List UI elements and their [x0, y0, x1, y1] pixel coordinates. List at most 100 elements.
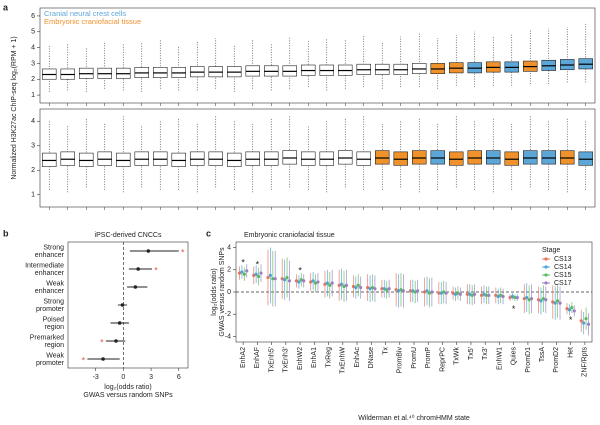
- point: [294, 279, 299, 283]
- box: [393, 151, 408, 166]
- point: [273, 277, 277, 281]
- point: [313, 281, 318, 285]
- point: [256, 274, 261, 279]
- point: [311, 279, 315, 283]
- point: [468, 292, 472, 296]
- category-label: Strong enhancer: [35, 244, 65, 259]
- legend-label: CS15: [554, 272, 572, 279]
- significance-star: *: [256, 260, 260, 270]
- point: [120, 303, 125, 307]
- legend-label: Cranial neural crest cells: [44, 9, 126, 18]
- y-tick-label: -2: [225, 311, 231, 318]
- point: [544, 298, 548, 302]
- point: [366, 285, 370, 290]
- point: [482, 292, 486, 296]
- y-tick-label: 4: [31, 118, 35, 125]
- point: [101, 357, 105, 361]
- point: [527, 298, 531, 302]
- x-tick-label: Het: [567, 347, 574, 358]
- box: [356, 151, 371, 166]
- point: [425, 289, 429, 293]
- point: [508, 295, 512, 300]
- box: [79, 152, 94, 167]
- box: [153, 151, 168, 166]
- category-line: region: [45, 324, 65, 331]
- category-line: promoter: [36, 360, 65, 367]
- point: [496, 294, 500, 299]
- point: [470, 293, 474, 297]
- category-line: Strong: [43, 244, 64, 251]
- significance-star: *: [154, 265, 158, 275]
- box: [319, 151, 334, 166]
- x-tick-label: -3: [93, 374, 99, 381]
- panel-label: b: [3, 228, 9, 238]
- x-tick-label: Tx3': [482, 347, 489, 360]
- legend-label: CS17: [554, 280, 572, 287]
- x-tick-label: ZNF/Rpts: [582, 347, 589, 377]
- y-tick-label: 0: [227, 289, 231, 296]
- point: [297, 280, 301, 284]
- box: [449, 151, 464, 166]
- significance-star: *: [241, 257, 245, 267]
- point: [316, 280, 320, 284]
- legend-swatch: [544, 273, 548, 277]
- x-tick-label: Tx5': [468, 347, 475, 360]
- x-axis-label: log₂(odds ratio): [104, 384, 151, 391]
- category-label: Weak enhancer: [35, 280, 65, 295]
- x-axis-label: GWAS versus random SNPs: [83, 392, 173, 399]
- significance-star: *: [181, 247, 185, 257]
- box: [578, 151, 593, 166]
- y-tick-label: 2: [31, 167, 35, 174]
- x-tick-label: Tx: [382, 347, 389, 355]
- x-axis-label: Wilderman et al.⁴⁰ chromHMM state: [358, 414, 470, 422]
- x-tick-label: EnhW2: [297, 347, 304, 370]
- x-tick-label: EnhA2: [240, 347, 247, 368]
- point: [416, 289, 420, 293]
- point: [354, 285, 358, 290]
- point: [342, 284, 346, 289]
- category-line: enhancer: [35, 252, 65, 259]
- category-label: Weak promoter: [36, 352, 65, 367]
- box: [467, 150, 482, 165]
- panel-label: a: [3, 2, 9, 12]
- panel-label: c: [206, 228, 211, 238]
- y-axis-label: GWAS versus random SNPs: [219, 247, 226, 337]
- point: [328, 283, 332, 287]
- category-label: Strong promoter: [36, 298, 65, 313]
- point: [584, 317, 588, 321]
- point: [453, 292, 458, 296]
- box: [134, 151, 149, 166]
- point: [553, 301, 557, 305]
- point: [582, 321, 586, 325]
- x-tick-label: 6: [177, 374, 181, 381]
- point: [259, 271, 263, 275]
- x-tick-label: EnhAc: [354, 347, 361, 368]
- x-tick-label: EnhAF: [254, 347, 261, 368]
- y-tick-label: 4: [31, 44, 35, 51]
- box: [264, 151, 279, 166]
- point: [539, 299, 543, 303]
- point: [479, 293, 484, 297]
- point: [413, 290, 417, 294]
- point: [254, 272, 258, 276]
- box: [504, 151, 519, 166]
- category-line: Poised: [43, 316, 65, 323]
- box: [523, 150, 538, 165]
- point: [423, 290, 427, 294]
- point: [136, 267, 140, 271]
- point: [146, 249, 151, 253]
- point: [385, 288, 389, 292]
- point: [565, 307, 569, 311]
- point: [487, 293, 491, 297]
- point: [501, 294, 505, 299]
- x-tick-label: EnhW1: [496, 347, 503, 370]
- plot-frame: [67, 241, 189, 369]
- x-tick-label: PromD2: [553, 347, 560, 373]
- x-tick-label: Quies: [511, 347, 518, 366]
- box: [245, 151, 260, 166]
- point: [330, 281, 334, 285]
- point: [456, 291, 460, 295]
- point: [280, 277, 284, 281]
- point: [394, 288, 398, 292]
